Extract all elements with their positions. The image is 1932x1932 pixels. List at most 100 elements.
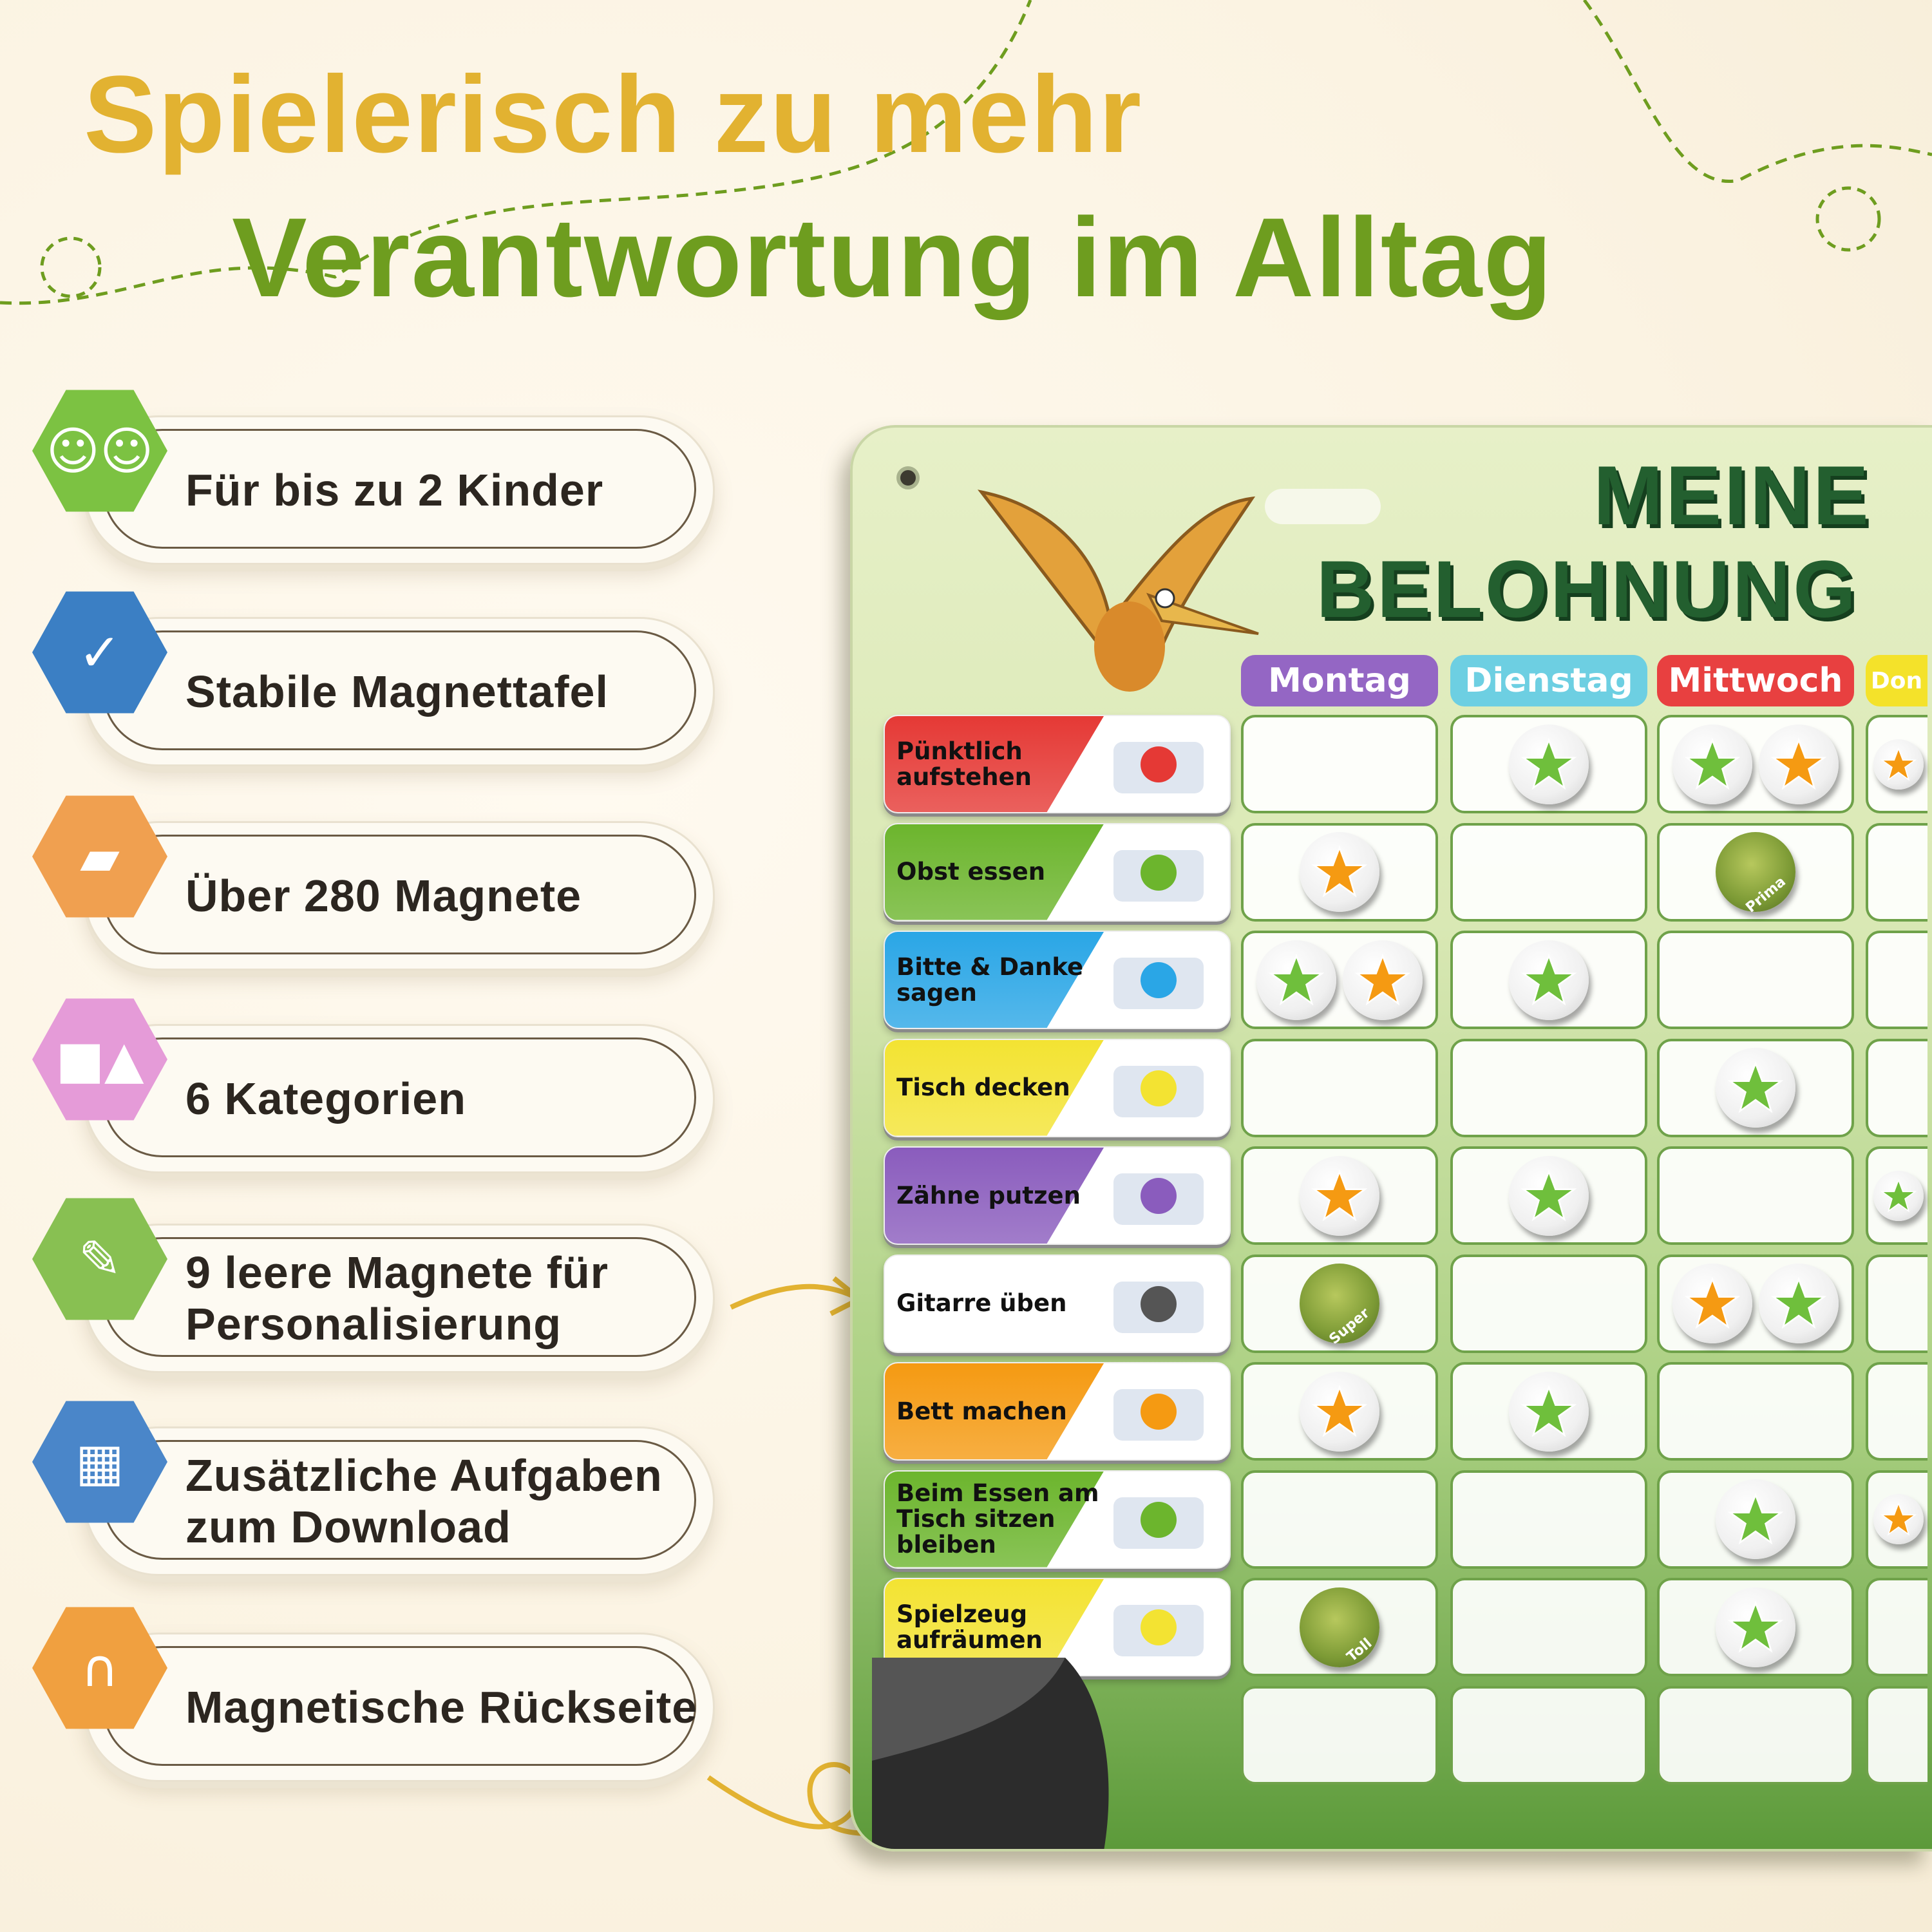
toothbrush-icon — [1113, 1173, 1204, 1225]
chart-cell[interactable] — [1450, 1146, 1647, 1245]
pencil-icon: ✎ — [32, 1198, 167, 1320]
task-magnet[interactable]: Gitarre üben — [884, 1254, 1231, 1353]
chart-cell[interactable] — [1657, 931, 1854, 1029]
task-magnet[interactable]: Tisch decken — [884, 1038, 1231, 1137]
green-star-magnet[interactable] — [1509, 1371, 1589, 1452]
chart-cell[interactable] — [1866, 1038, 1927, 1137]
chart-cell[interactable] — [1866, 822, 1927, 922]
praise-label: Toll — [1343, 1634, 1376, 1665]
children-faces-icon: ☺☺ — [32, 390, 167, 512]
chart-cell[interactable]: Toll — [1241, 1578, 1438, 1676]
green-star-magnet[interactable] — [1716, 1587, 1795, 1667]
day-header: Montag — [1241, 655, 1438, 706]
chart-cell[interactable] — [1450, 1685, 1647, 1785]
chart-cell[interactable] — [1866, 1146, 1927, 1245]
green-star-magnet[interactable] — [1716, 1479, 1795, 1559]
praise-magnet[interactable]: Super — [1300, 1264, 1379, 1348]
feature-text: Zusätzliche Aufgaben zum Download — [185, 1450, 663, 1553]
kids-talking-icon — [1113, 958, 1204, 1009]
chart-cell[interactable]: Prima — [1657, 822, 1854, 922]
chart-cell[interactable] — [1241, 1038, 1438, 1137]
orange-star-magnet[interactable] — [1300, 1155, 1379, 1236]
chart-cell[interactable] — [1241, 1146, 1438, 1245]
orange-star-magnet[interactable] — [1300, 1371, 1379, 1452]
chart-cell[interactable] — [1241, 931, 1438, 1029]
orange-star-magnet[interactable] — [1873, 1494, 1924, 1544]
feature-text: Für bis zu 2 Kinder — [185, 464, 604, 515]
orange-star-magnet[interactable] — [1343, 940, 1423, 1020]
chart-cell[interactable] — [1241, 1470, 1438, 1569]
praise-label: Super — [1326, 1305, 1373, 1348]
feature-item: Für bis zu 2 Kinder — [84, 415, 715, 565]
task-magnet[interactable]: Zähne putzen — [884, 1146, 1231, 1245]
green-star-magnet[interactable] — [1509, 1155, 1589, 1236]
chart-cell[interactable] — [1866, 931, 1927, 1029]
chart-cell[interactable] — [1450, 1254, 1647, 1353]
task-label: Obst essen — [896, 858, 1046, 886]
green-star-magnet[interactable] — [1509, 724, 1589, 804]
task-magnet[interactable]: Obst essen — [884, 822, 1231, 922]
orange-star-magnet[interactable] — [1300, 832, 1379, 912]
task-label: Tisch decken — [896, 1074, 1070, 1102]
reward-board: MEINE BELOHNUNG Montag Dienstag Mittwoch Do… — [850, 425, 1932, 1852]
day-header: Mittwoch — [1657, 655, 1854, 706]
hanging-hole — [896, 466, 920, 489]
task-magnet[interactable]: Pünktlich aufstehen — [884, 715, 1231, 813]
chart-cell[interactable] — [1657, 1146, 1854, 1245]
fruit-icon — [1113, 849, 1204, 902]
chart-cell[interactable] — [1450, 931, 1647, 1029]
orange-star-magnet[interactable] — [1759, 724, 1839, 804]
chart-cell[interactable] — [1657, 1254, 1854, 1353]
green-star-magnet[interactable] — [1509, 940, 1589, 1020]
praise-magnet[interactable]: Toll — [1300, 1587, 1379, 1667]
chart-cell[interactable]: Super — [1241, 1254, 1438, 1353]
chart-cell[interactable] — [1241, 1362, 1438, 1461]
orange-star-magnet[interactable] — [1672, 1264, 1752, 1343]
chart-cell[interactable] — [1657, 1038, 1854, 1137]
making-bed-icon — [1113, 1389, 1204, 1441]
chart-cell[interactable] — [1657, 1578, 1854, 1676]
feature-item: Über 280 Magnete — [84, 821, 715, 971]
chart-cell[interactable] — [1866, 1362, 1927, 1461]
chart-cell[interactable] — [1450, 715, 1647, 813]
chart-cell[interactable] — [1450, 1362, 1647, 1461]
chart-cell[interactable] — [1866, 715, 1927, 813]
green-star-magnet[interactable] — [1759, 1264, 1839, 1343]
feature-item: Magnetische Rückseite — [84, 1633, 715, 1782]
cloud-illustration — [1265, 489, 1381, 524]
chart-cell[interactable] — [1866, 1470, 1927, 1569]
task-magnet[interactable]: Beim Essen am Tisch sitzen bleiben — [884, 1470, 1231, 1569]
green-star-magnet[interactable] — [1716, 1048, 1795, 1128]
feature-text: Über 280 Magnete — [185, 870, 582, 921]
feature-item: Zusätzliche Aufgaben zum Download — [84, 1426, 715, 1576]
chart-cell[interactable] — [1450, 1470, 1647, 1569]
chart-cell[interactable] — [1657, 715, 1854, 813]
chart-cell[interactable] — [1241, 822, 1438, 922]
feature-text: Magnetische Rückseite — [185, 1681, 698, 1732]
chart-cell[interactable] — [1241, 715, 1438, 813]
board-title-line2: BELOHNUNG — [1316, 545, 1859, 634]
board-title-line1: MEINE — [1593, 448, 1871, 542]
chart-cell[interactable] — [1657, 1362, 1854, 1461]
chart-cell[interactable] — [1450, 1578, 1647, 1676]
orange-star-magnet[interactable] — [1873, 739, 1924, 790]
chart-cell[interactable] — [1450, 1038, 1647, 1137]
chart-cell[interactable] — [1866, 1578, 1927, 1676]
green-star-magnet[interactable] — [1672, 724, 1752, 804]
chart-cell[interactable] — [1657, 1685, 1854, 1785]
green-star-magnet[interactable] — [1256, 940, 1336, 1020]
chart-cell[interactable] — [1241, 1685, 1438, 1785]
task-magnet[interactable]: Bett machen — [884, 1362, 1231, 1461]
waking-up-icon — [1113, 742, 1204, 793]
kids-at-table-icon — [1113, 1497, 1204, 1549]
chart-cell[interactable] — [1450, 822, 1647, 922]
chart-cell[interactable] — [1866, 1254, 1927, 1353]
pterodactyl-illustration — [977, 489, 1259, 692]
chart-cell[interactable] — [1657, 1470, 1854, 1569]
praise-magnet[interactable]: Prima — [1716, 832, 1795, 916]
task-label: Gitarre üben — [896, 1289, 1067, 1318]
chart-cell[interactable] — [1866, 1685, 1927, 1785]
green-star-magnet[interactable] — [1873, 1170, 1924, 1221]
task-magnet[interactable]: Bitte & Danke sagen — [884, 931, 1231, 1029]
